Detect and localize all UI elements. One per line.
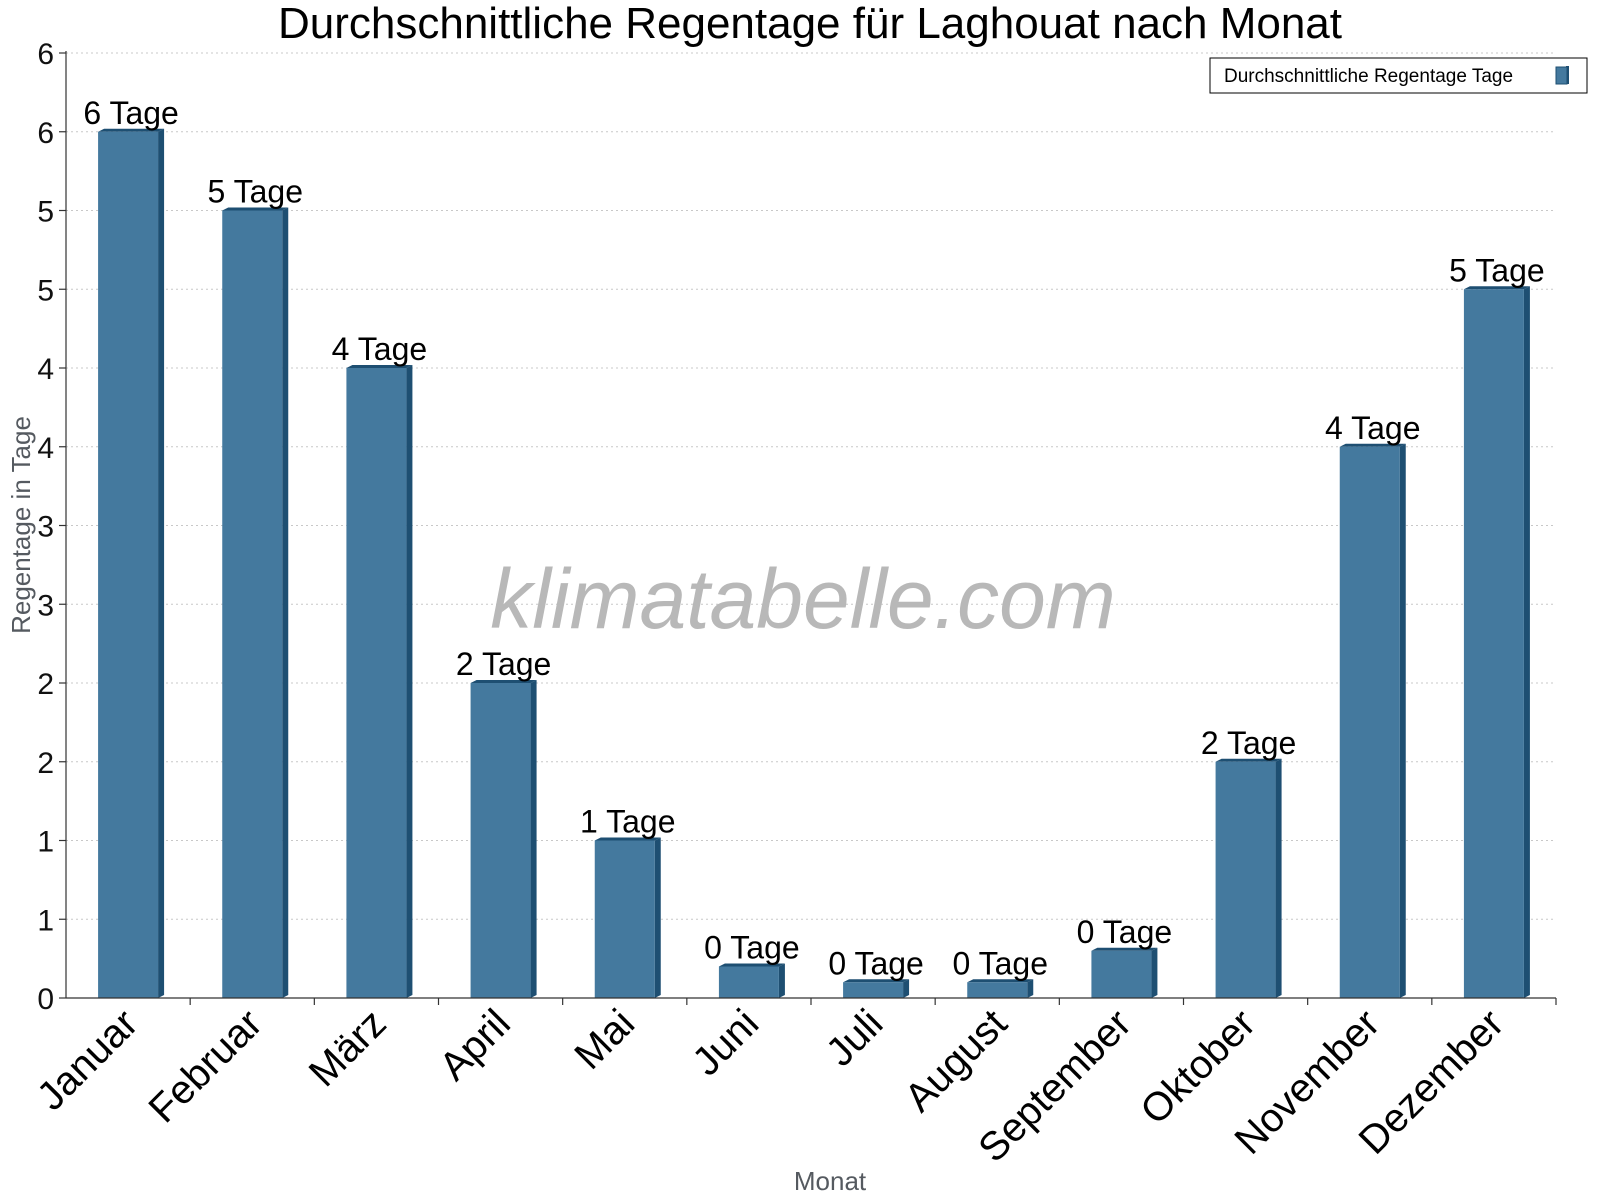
y-tick-label: 6 [37, 38, 54, 71]
x-tick-label: April [431, 1001, 519, 1089]
data-label: 6 Tage [83, 95, 179, 131]
data-label: 2 Tage [456, 646, 552, 682]
bar-side [778, 963, 785, 998]
y-tick-label: 5 [37, 196, 54, 229]
chart-title: Durchschnittliche Regentage für Laghouat… [278, 0, 1342, 48]
data-label: 5 Tage [1449, 252, 1545, 288]
bar-group [470, 680, 537, 998]
x-tick-label: Juli [818, 1001, 892, 1075]
bar-group [1091, 947, 1158, 998]
bar-top [1463, 286, 1530, 290]
bar-top [967, 979, 1034, 983]
legend-box [1209, 57, 1588, 94]
data-label: 0 Tage [953, 945, 1049, 981]
y-tick-label: 3 [37, 511, 54, 544]
bar-side [406, 365, 413, 998]
y-tick-label: 2 [37, 747, 54, 780]
x-axis-label: Monat [794, 1166, 867, 1196]
data-labels: 6 Tage 5 Tage 4 Tage 2 Tage 1 Tage 0 Tage 0 Ta… [83, 95, 1544, 982]
bar-side [1151, 947, 1158, 998]
bar [967, 982, 1028, 998]
y-tick-label: 6 [37, 117, 54, 150]
bar-side [654, 837, 661, 998]
bar-side [1027, 979, 1034, 998]
data-label: 4 Tage [1325, 410, 1421, 446]
bar-group [98, 128, 165, 998]
legend: Durchschnittliche Regentage Tage [1209, 57, 1588, 94]
bar-top [843, 979, 910, 983]
bar-top [1215, 758, 1282, 762]
bar-group [967, 979, 1034, 998]
legend-label: Durchschnittliche Regentage Tage [1224, 66, 1513, 87]
bar-side [1275, 758, 1282, 998]
y-tick-label: 1 [37, 904, 54, 937]
y-axis-label: Regentage in Tage [6, 416, 36, 634]
bar-side [1399, 443, 1406, 998]
bar [222, 210, 283, 998]
bar [1091, 950, 1152, 998]
data-label: 5 Tage [208, 174, 304, 210]
watermark-text: klimatabelle.com [490, 552, 1116, 646]
bar-side [158, 128, 165, 998]
data-label: 0 Tage [704, 930, 800, 966]
y-tick-label: 4 [37, 432, 54, 465]
legend-swatch [1555, 66, 1568, 85]
bar [470, 683, 531, 998]
gridlines [66, 52, 1556, 920]
bar [718, 966, 779, 998]
x-tick-label: Februar [140, 1001, 270, 1131]
bar-top [594, 837, 661, 841]
x-tick-label: März [301, 1001, 395, 1095]
y-tick-label: 3 [37, 589, 54, 622]
bar-side [1523, 286, 1530, 998]
bar-group [718, 963, 785, 998]
bars [98, 128, 1530, 998]
bar [1215, 761, 1276, 998]
y-tick-label: 0 [37, 983, 54, 1016]
data-label: 4 Tage [332, 331, 428, 367]
bar-top [1339, 443, 1406, 447]
bar-group [1215, 758, 1282, 998]
data-label: 0 Tage [828, 945, 924, 981]
bar-top [98, 128, 165, 132]
bar-group [843, 979, 910, 998]
bar-side [903, 979, 910, 998]
bar-top [346, 365, 413, 368]
bar-side [530, 680, 537, 998]
x-tick-label: Januar [29, 1001, 147, 1119]
bar [1463, 289, 1524, 998]
bar [594, 840, 655, 998]
bar [843, 982, 904, 998]
bar-top [1091, 947, 1158, 951]
bar-group [222, 207, 289, 998]
bar-top [718, 963, 785, 967]
data-label: 0 Tage [1077, 914, 1173, 950]
bar [98, 131, 159, 998]
y-tick-label: 4 [37, 353, 54, 386]
bar-group [1339, 443, 1406, 998]
x-tick-label: Juni [684, 1001, 767, 1084]
bar-group [594, 837, 661, 998]
bar-group [1463, 286, 1530, 998]
y-tick-label: 5 [37, 274, 54, 307]
bar-top [222, 207, 289, 211]
bar-top [470, 680, 537, 683]
x-tick-label: August [896, 1001, 1015, 1120]
bar [1339, 446, 1400, 998]
y-tick-label: 1 [37, 826, 54, 859]
bar-group [346, 365, 413, 998]
x-tick-label: Mai [566, 1001, 643, 1078]
y-tick-label: 2 [37, 668, 54, 701]
data-label: 1 Tage [580, 804, 676, 840]
bar-side [282, 207, 289, 998]
bar [346, 368, 407, 998]
data-label: 2 Tage [1201, 725, 1297, 761]
